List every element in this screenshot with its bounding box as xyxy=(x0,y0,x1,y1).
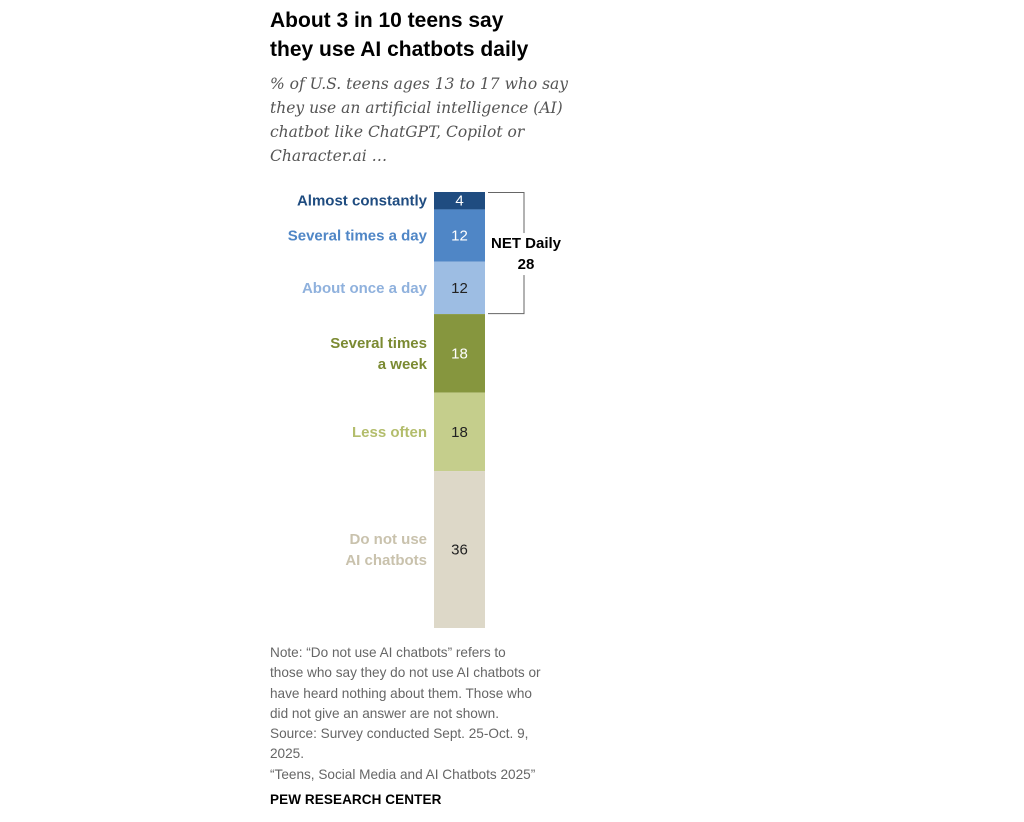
chart-subtitle: % of U.S. teens ages 13 to 17 who say th… xyxy=(270,72,590,168)
category-label: AI chatbots xyxy=(345,552,427,569)
bar-segment xyxy=(434,261,485,315)
chart-title-line-1: About 3 in 10 teens say xyxy=(270,9,504,32)
category-label: a week xyxy=(378,356,428,373)
bar-segment xyxy=(434,314,485,393)
subtitle-line-3: chatbot like ChatGPT, Copilot or xyxy=(270,123,525,141)
data-label: 12 xyxy=(451,280,468,297)
pew-research-center-logo: PEW RESEARCH CENTER xyxy=(270,792,442,807)
category-label: Several times a day xyxy=(288,228,428,245)
data-label: 18 xyxy=(451,424,468,441)
category-label: Less often xyxy=(352,424,427,441)
category-label: About once a day xyxy=(302,280,428,297)
subtitle-line-2: they use an artificial intelligence (AI) xyxy=(270,99,563,117)
net-daily-label: NET Daily xyxy=(491,235,562,252)
data-label: 18 xyxy=(451,345,468,362)
category-label: Almost constantly xyxy=(297,193,428,210)
data-label: 4 xyxy=(455,193,463,210)
category-label: Do not use xyxy=(350,531,428,548)
subtitle-line-4: Character.ai … xyxy=(270,147,388,165)
net-daily-label-background xyxy=(487,233,565,276)
note-line: Note: “Do not use AI chatbots” refers to xyxy=(270,645,506,660)
chart-note: Note: “Do not use AI chatbots” refers to… xyxy=(270,643,590,785)
category-label: Several times xyxy=(330,335,427,352)
subtitle-line-1: % of U.S. teens ages 13 to 17 who say xyxy=(270,75,569,93)
data-label: 12 xyxy=(451,228,468,245)
chart-title: About 3 in 10 teens say they use AI chat… xyxy=(270,6,610,64)
bar-segment xyxy=(434,209,485,262)
bar-segment xyxy=(434,471,485,628)
source-line: 2025. xyxy=(270,746,305,762)
chart-title-line-2: they use AI chatbots daily xyxy=(270,38,529,61)
note-line: those who say they do not use AI chatbot… xyxy=(270,665,541,681)
note-line: did not give an answer are not shown. xyxy=(270,705,499,721)
bar-segment xyxy=(434,192,485,210)
note-line: have heard nothing about them. Those who xyxy=(270,685,532,701)
net-daily-value: 28 xyxy=(518,256,535,273)
report-title-line: “Teens, Social Media and AI Chatbots 202… xyxy=(270,766,536,782)
source-line: Source: Survey conducted Sept. 25-Oct. 9… xyxy=(270,726,529,742)
bar-segment xyxy=(434,392,485,472)
data-label: 36 xyxy=(451,542,468,559)
